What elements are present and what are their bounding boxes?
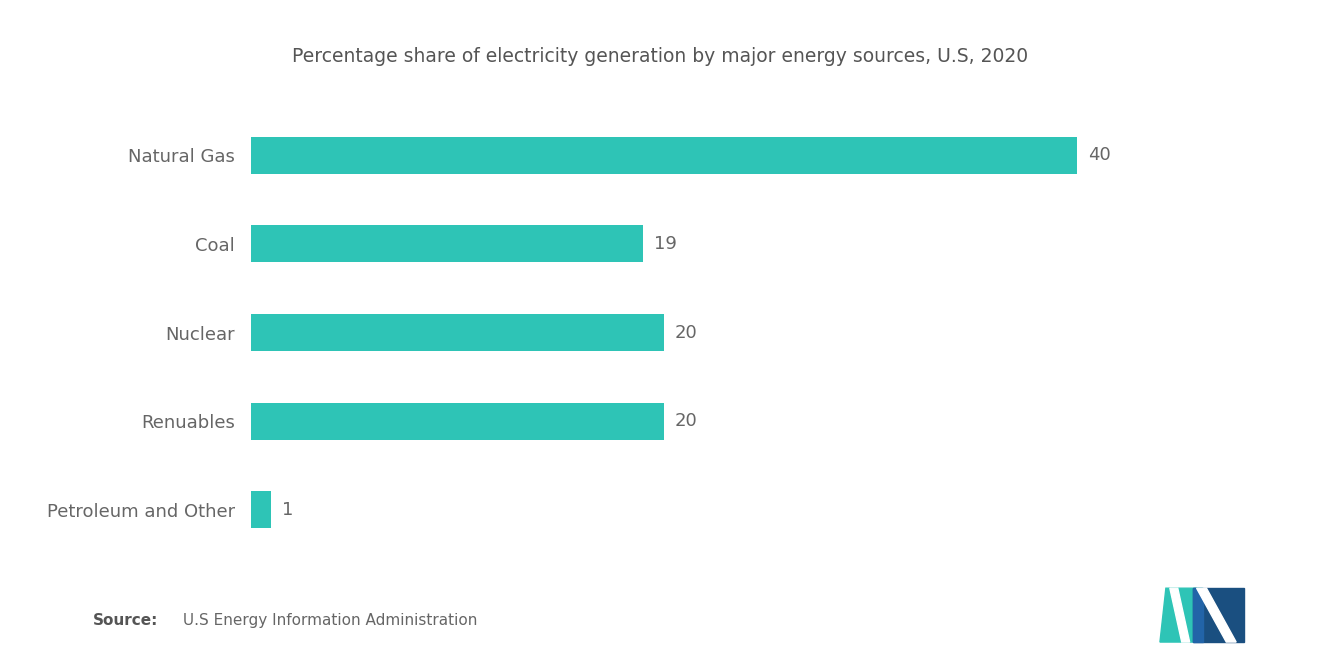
Polygon shape xyxy=(1193,589,1203,642)
Text: 20: 20 xyxy=(675,412,697,430)
Text: U.S Energy Information Administration: U.S Energy Information Administration xyxy=(178,613,478,628)
Bar xyxy=(251,225,643,263)
Text: 1: 1 xyxy=(281,501,293,519)
Bar xyxy=(251,136,1077,174)
Text: Percentage share of electricity generation by major energy sources, U.S, 2020: Percentage share of electricity generati… xyxy=(292,47,1028,66)
Polygon shape xyxy=(1160,589,1203,642)
Bar xyxy=(251,491,272,529)
Text: 19: 19 xyxy=(653,235,677,253)
Polygon shape xyxy=(1170,589,1189,642)
Text: 20: 20 xyxy=(675,323,697,342)
Text: Source:: Source: xyxy=(92,613,158,628)
Bar xyxy=(251,314,664,351)
Text: 40: 40 xyxy=(1088,146,1110,164)
Polygon shape xyxy=(1193,589,1243,642)
Polygon shape xyxy=(1196,589,1236,642)
Bar xyxy=(251,402,664,440)
